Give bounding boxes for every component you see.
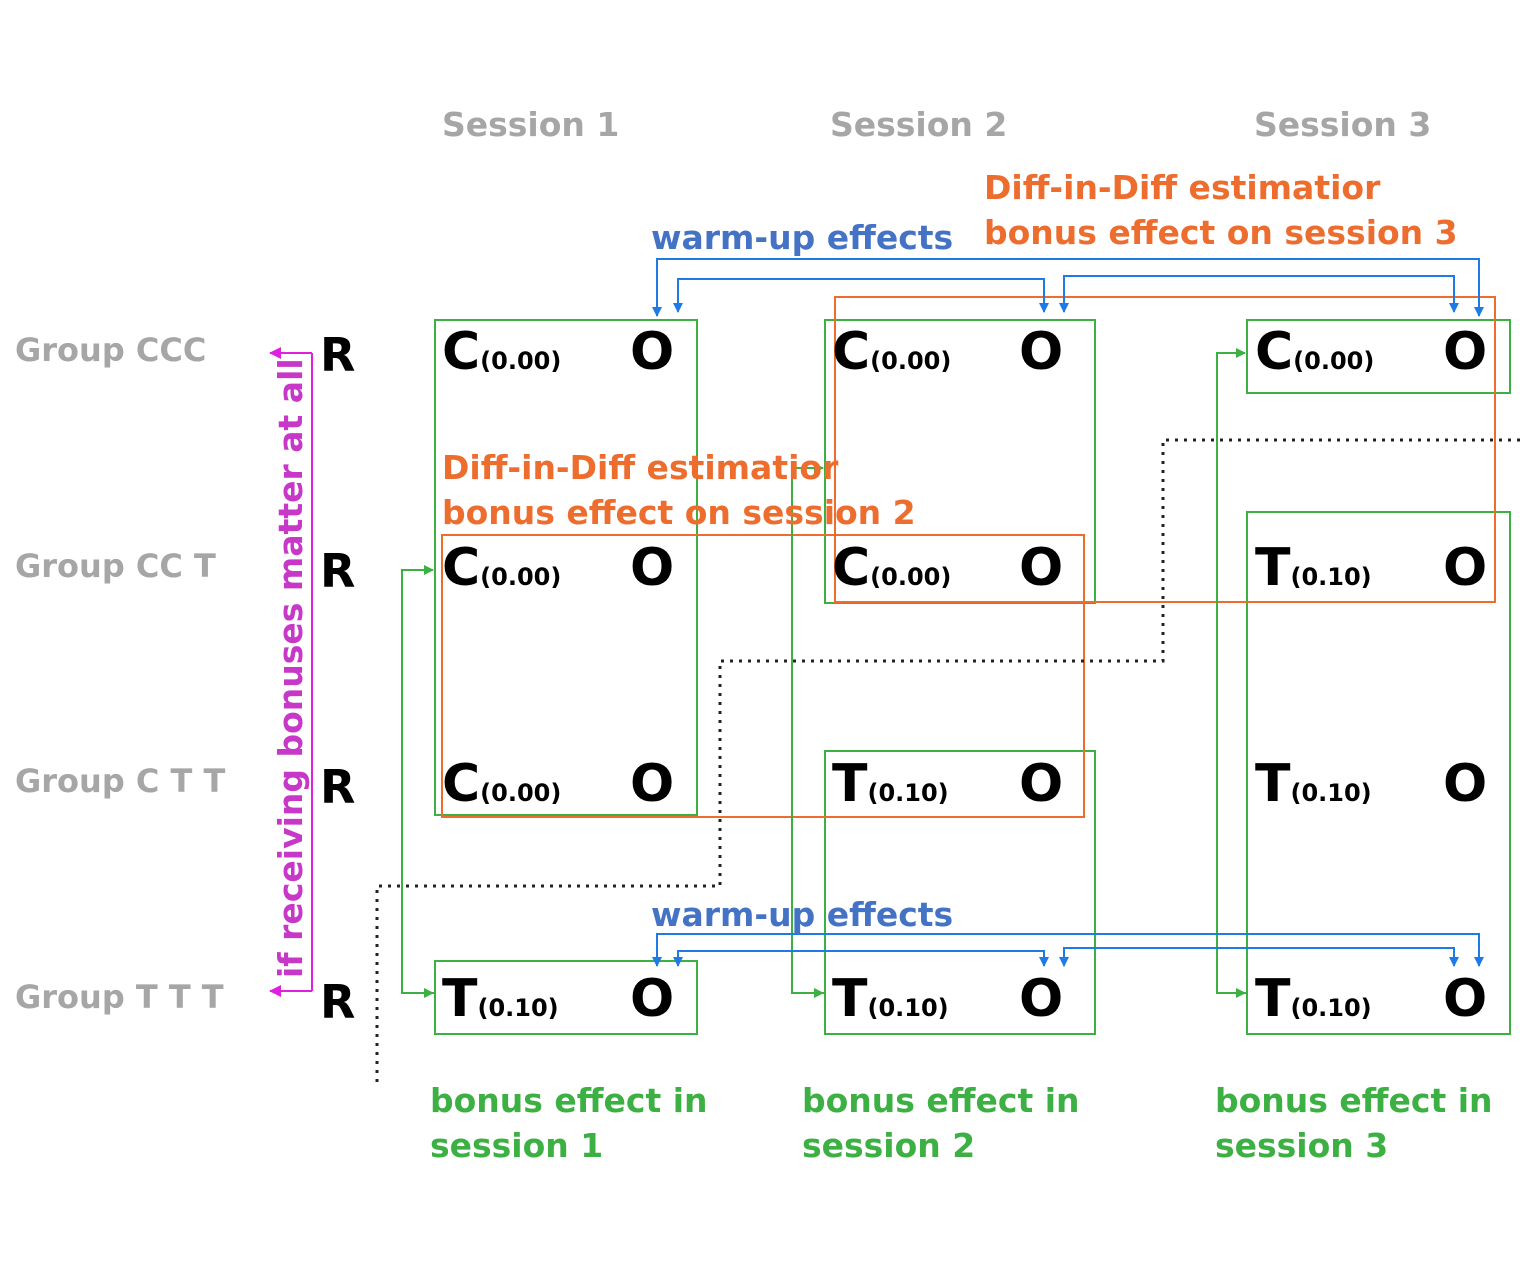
outcome-r2-s1: O — [630, 538, 675, 598]
box-session2-treat — [824, 750, 1096, 1035]
group-label-ttt: Group T T T — [15, 978, 224, 1016]
box-session3-treat — [1246, 511, 1511, 1035]
green-boxes — [434, 319, 1511, 1035]
condition-r4-s1: T(0.10) — [442, 969, 559, 1029]
session-2-header: Session 2 — [830, 105, 1008, 144]
group-label-ctt: Group C T T — [15, 762, 226, 800]
did-session2-label: Diff-in-Diff estimatior bonus effect on … — [442, 448, 916, 532]
outcome-r4-s1: O — [630, 969, 675, 1029]
outcome-r3-s2: O — [1019, 754, 1064, 814]
condition-r3-s2: T(0.10) — [832, 754, 949, 814]
randomization-r-3: R — [320, 760, 356, 814]
outcome-r1-s3: O — [1443, 322, 1488, 382]
condition-r3-s1: C(0.00) — [442, 754, 562, 814]
outcome-r2-s2: O — [1019, 538, 1064, 598]
did-session3-label: Diff-in-Diff estimatior bonus effect on … — [984, 168, 1458, 252]
box-session1-treat — [434, 960, 698, 1035]
randomization-r-1: R — [320, 328, 356, 382]
box-did-session3 — [834, 296, 1496, 603]
blue-warmup-bottom — [652, 933, 1484, 967]
group-label-ccc: Group CCC — [15, 331, 207, 369]
session-1-header: Session 1 — [442, 105, 620, 144]
outcome-r3-s3: O — [1443, 754, 1488, 814]
outcome-r4-s2: O — [1019, 969, 1064, 1029]
receiving-bonuses-vertical-label: if receiving bonuses matter at all — [271, 358, 310, 978]
outcome-r2-s3: O — [1443, 538, 1488, 598]
randomization-r-2: R — [320, 544, 356, 598]
box-did-session2 — [441, 534, 1085, 818]
bonus-effect-session1-label: bonus effect in session 1 — [430, 1081, 708, 1165]
bonus-effect-session2-label: bonus effect in session 2 — [802, 1081, 1080, 1165]
condition-r1-s2: C(0.00) — [832, 322, 952, 382]
session-3-header: Session 3 — [1254, 105, 1432, 144]
condition-r2-s1: C(0.00) — [442, 538, 562, 598]
group-label-cct: Group CC T — [15, 547, 216, 585]
blue-warmup-top — [652, 258, 1484, 317]
condition-r2-s3: T(0.10) — [1255, 538, 1372, 598]
outcome-r3-s1: O — [630, 754, 675, 814]
box-session1-control — [434, 319, 698, 816]
condition-r1-s1: C(0.00) — [442, 322, 562, 382]
orange-boxes — [441, 296, 1496, 818]
condition-r1-s3: C(0.00) — [1255, 322, 1375, 382]
condition-r4-s3: T(0.10) — [1255, 969, 1372, 1029]
outcome-r4-s3: O — [1443, 969, 1488, 1029]
magenta-arrow — [269, 347, 313, 997]
box-session3-control — [1246, 319, 1511, 394]
outcome-r1-s2: O — [1019, 322, 1064, 382]
condition-r4-s2: T(0.10) — [832, 969, 949, 1029]
warmup-effects-bottom-label: warm-up effects — [651, 895, 954, 934]
condition-r3-s3: T(0.10) — [1255, 754, 1372, 814]
condition-r2-s2: C(0.00) — [832, 538, 952, 598]
bonus-effect-session3-label: bonus effect in session 3 — [1215, 1081, 1493, 1165]
warmup-effects-top-label: warm-up effects — [651, 218, 954, 257]
outcome-r1-s1: O — [630, 322, 675, 382]
green-connectors — [401, 348, 1247, 998]
randomization-r-4: R — [320, 975, 356, 1029]
